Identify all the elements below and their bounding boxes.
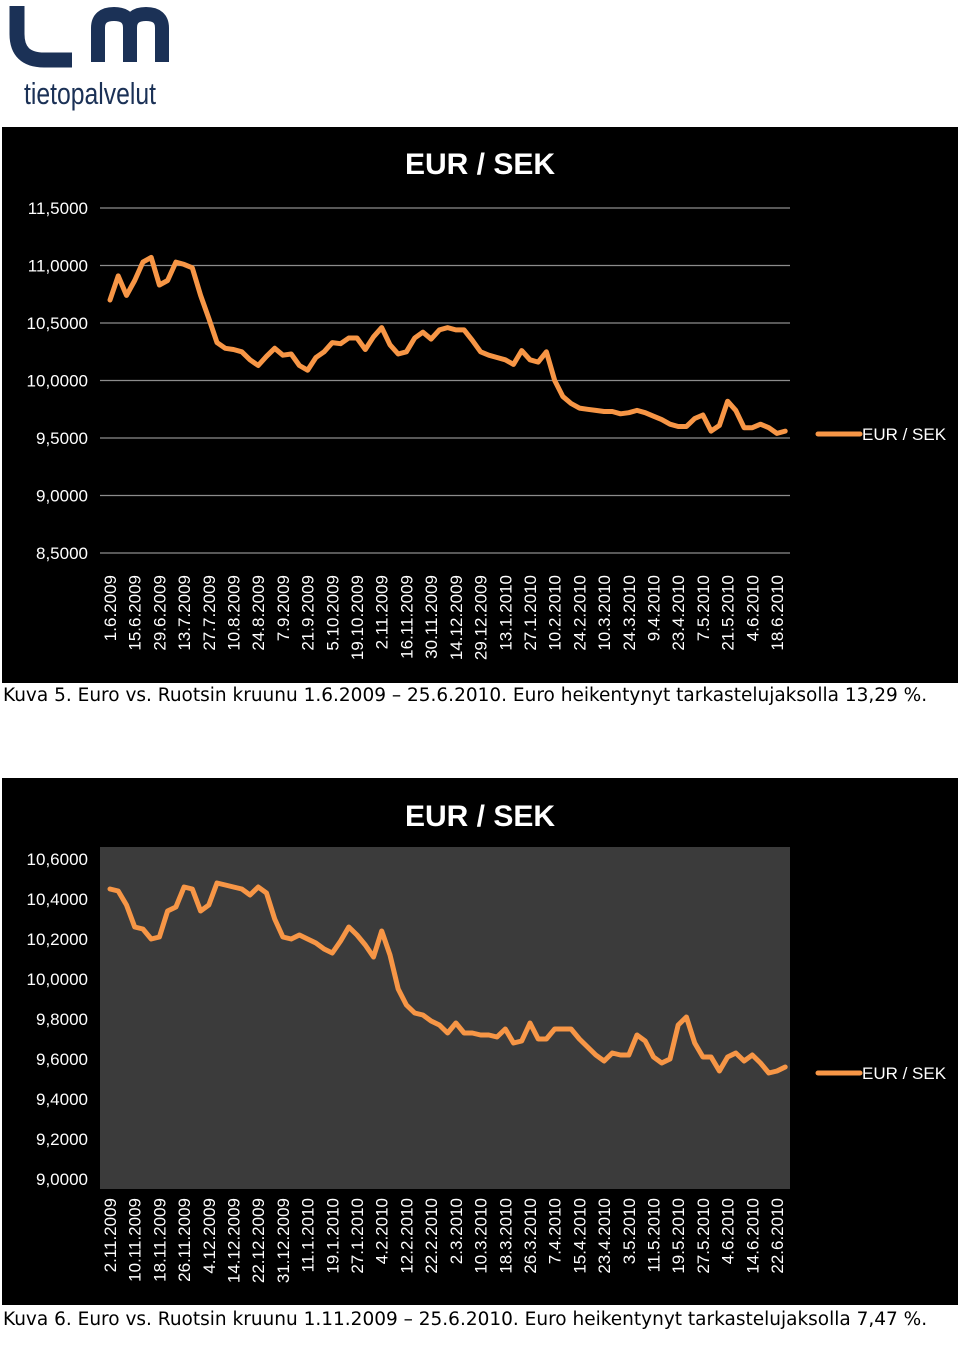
x-tick-label: 7.5.2010 xyxy=(694,575,713,641)
legend-label: EUR / SEK xyxy=(862,1064,947,1083)
x-tick-label: 12.2.2010 xyxy=(397,1198,416,1274)
x-tick-label: 10.8.2009 xyxy=(225,575,244,651)
x-tick-label: 24.2.2010 xyxy=(570,575,589,651)
x-tick-label: 4.6.2010 xyxy=(743,575,762,641)
x-tick-label: 4.6.2010 xyxy=(719,1198,738,1264)
x-tick-label: 18.6.2010 xyxy=(768,575,787,651)
x-tick-label: 7.9.2009 xyxy=(274,575,293,641)
x-tick-label: 4.2.2010 xyxy=(373,1198,392,1264)
caption: Kuva 6. Euro vs. Ruotsin kruunu 1.11.200… xyxy=(3,1309,928,1330)
logo-l xyxy=(9,6,72,68)
x-tick-label: 10.3.2010 xyxy=(595,575,614,651)
y-tick-label: 8,5000 xyxy=(36,544,88,563)
x-tick-label: 27.1.2010 xyxy=(348,1198,367,1274)
logo-text: tietopalvelut xyxy=(24,76,156,111)
x-tick-label: 29.6.2009 xyxy=(150,575,169,651)
x-tick-label: 19.1.2010 xyxy=(323,1198,342,1274)
x-tick-label: 9.4.2010 xyxy=(644,575,663,641)
y-tick-label: 9,6000 xyxy=(36,1050,88,1069)
y-tick-label: 9,5000 xyxy=(36,429,88,448)
x-tick-label: 18.11.2009 xyxy=(150,1198,169,1282)
y-tick-label: 11,0000 xyxy=(28,257,88,276)
data-line xyxy=(107,254,788,436)
y-tick-label: 10,0000 xyxy=(27,970,88,989)
x-tick-label: 24.8.2009 xyxy=(249,575,268,651)
x-tick-label: 19.10.2009 xyxy=(348,575,367,660)
x-tick-label: 2.11.2009 xyxy=(373,575,392,649)
x-tick-label: 11.5.2010 xyxy=(644,1198,663,1272)
x-tick-label: 15.4.2010 xyxy=(570,1198,589,1274)
y-tick-label: 10,5000 xyxy=(27,314,88,333)
x-tick-label: 10.3.2010 xyxy=(472,1198,491,1274)
x-tick-label: 26.3.2010 xyxy=(521,1198,540,1274)
x-tick-label: 3.5.2010 xyxy=(620,1198,639,1264)
y-tick-label: 10,6000 xyxy=(27,850,88,869)
logo: tietopalvelut xyxy=(9,6,169,111)
x-tick-label: 11.1.2010 xyxy=(299,1198,318,1272)
y-tick-label: 9,4000 xyxy=(36,1090,88,1109)
x-tick-label: 21.9.2009 xyxy=(299,575,318,651)
x-tick-label: 10.11.2009 xyxy=(126,1198,145,1282)
plot-area xyxy=(100,196,790,563)
chart-title: EUR / SEK xyxy=(405,800,555,833)
y-tick-label: 9,8000 xyxy=(36,1010,88,1029)
x-tick-label: 22.12.2009 xyxy=(249,1198,268,1283)
x-tick-label: 27.1.2010 xyxy=(521,575,540,651)
x-tick-label: 10.2.2010 xyxy=(546,575,565,651)
x-tick-label: 27.7.2009 xyxy=(200,575,219,651)
x-tick-label: 19.5.2010 xyxy=(669,1198,688,1274)
x-tick-label: 5.10.2009 xyxy=(323,575,342,651)
x-tick-label: 23.4.2010 xyxy=(669,575,688,651)
chart-title: EUR / SEK xyxy=(405,148,555,181)
logo-m xyxy=(91,6,169,62)
x-tick-label: 2.3.2010 xyxy=(447,1198,466,1264)
x-tick-label: 18.3.2010 xyxy=(496,1198,515,1274)
y-tick-label: 9,0000 xyxy=(36,1170,88,1189)
x-tick-label: 14.12.2009 xyxy=(225,1198,244,1283)
y-tick-label: 10,2000 xyxy=(27,930,88,949)
x-tick-label: 24.3.2010 xyxy=(620,575,639,651)
plot-area xyxy=(100,847,790,1189)
x-tick-label: 23.4.2010 xyxy=(595,1198,614,1274)
x-tick-label: 4.12.2009 xyxy=(200,1198,219,1274)
x-tick-label: 13.7.2009 xyxy=(175,575,194,651)
x-tick-label: 31.12.2009 xyxy=(274,1198,293,1283)
data-line xyxy=(107,880,788,1076)
y-tick-label: 10,0000 xyxy=(27,372,88,391)
x-tick-label: 21.5.2010 xyxy=(719,575,738,651)
x-tick-label: 15.6.2009 xyxy=(126,575,145,651)
x-tick-label: 27.5.2010 xyxy=(694,1198,713,1274)
y-tick-label: 9,0000 xyxy=(36,487,88,506)
x-tick-label: 7.4.2010 xyxy=(546,1198,565,1264)
x-tick-label: 14.12.2009 xyxy=(447,575,466,660)
legend-label: EUR / SEK xyxy=(862,425,947,444)
x-tick-label: 29.12.2009 xyxy=(472,575,491,660)
y-tick-label: 10,4000 xyxy=(27,890,88,909)
x-tick-label: 2.11.2009 xyxy=(101,1198,120,1272)
x-tick-label: 22.6.2010 xyxy=(768,1198,787,1274)
x-tick-label: 26.11.2009 xyxy=(175,1198,194,1282)
x-tick-label: 1.6.2009 xyxy=(101,575,120,641)
x-tick-label: 13.1.2010 xyxy=(496,575,515,651)
x-tick-label: 14.6.2010 xyxy=(743,1198,762,1274)
y-tick-label: 11,5000 xyxy=(28,199,88,218)
x-tick-label: 22.2.2010 xyxy=(422,1198,441,1274)
y-tick-label: 9,2000 xyxy=(36,1130,88,1149)
caption: Kuva 5. Euro vs. Ruotsin kruunu 1.6.2009… xyxy=(3,685,928,706)
x-tick-label: 16.11.2009 xyxy=(397,575,416,659)
x-tick-label: 30.11.2009 xyxy=(422,575,441,659)
